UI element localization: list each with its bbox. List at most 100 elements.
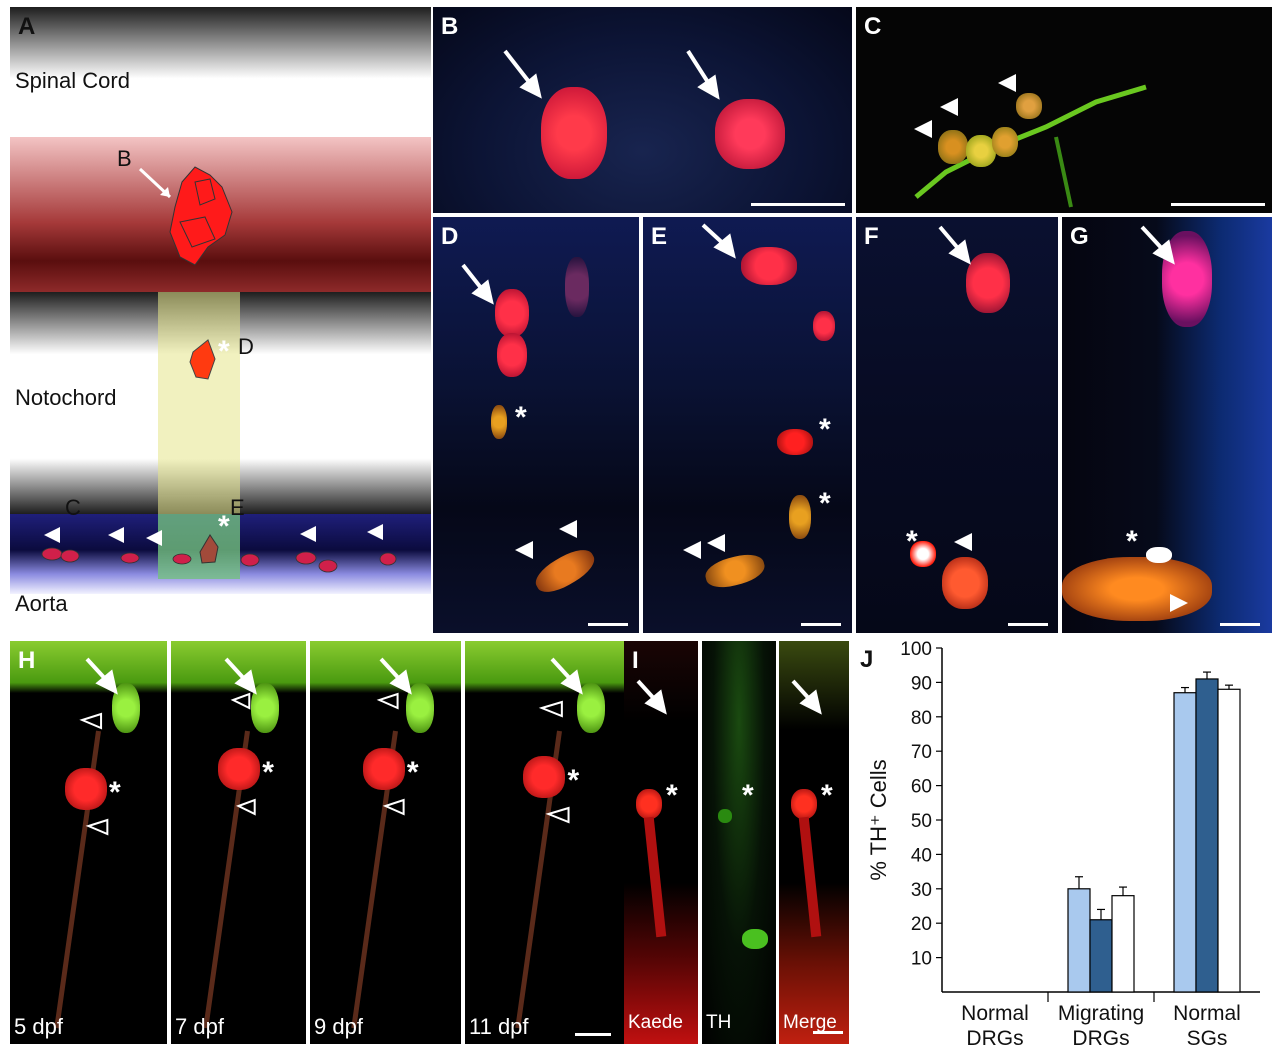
- channel-frame: * TH: [702, 641, 776, 1044]
- markers-layer: [791, 679, 822, 715]
- asterisk-marker: *: [406, 756, 419, 789]
- asterisk-marker: *: [906, 525, 918, 558]
- scale-bar: [801, 623, 841, 626]
- asterisk-marker: *: [819, 413, 831, 446]
- markers-layer: [79, 657, 118, 836]
- panel-d-label: D: [441, 223, 459, 250]
- panel-i-label: I: [632, 647, 639, 674]
- marker-label-b: B: [117, 146, 132, 171]
- channel-label: Merge: [783, 1012, 837, 1033]
- th-signal: [718, 809, 732, 823]
- bar: [1173, 692, 1197, 993]
- panel-c-label: C: [864, 13, 882, 40]
- asterisk-marker: *: [819, 487, 831, 520]
- migrating-cell: [777, 429, 813, 455]
- sympathetic-cell: [1062, 557, 1212, 621]
- markers-layer: [461, 263, 577, 559]
- panel-a-label: A: [18, 13, 36, 40]
- timepoint-label: 11 dpf: [469, 1014, 529, 1039]
- panel-e-micrograph: * * E: [643, 217, 852, 633]
- panel-g-label: G: [1070, 223, 1089, 250]
- y-axis-label: % TH⁺ Cells: [866, 759, 891, 880]
- x-category-label: SGs: [1187, 1027, 1228, 1050]
- scale-bar: [1008, 623, 1048, 626]
- y-tick-label: 70: [911, 742, 932, 763]
- y-tick-label: 10: [911, 949, 932, 970]
- spinal-cord-green: [10, 641, 167, 693]
- migrating-cell-red: [523, 756, 566, 798]
- y-tick-label: 50: [911, 811, 932, 832]
- asterisk-marker: *: [262, 756, 274, 789]
- timepoint-label: 9 dpf: [314, 1014, 363, 1039]
- region-label-notochord: Notochord: [15, 385, 117, 410]
- channel-frame: * Merge: [779, 641, 849, 1044]
- drg-cell: [741, 247, 797, 285]
- asterisk-marker: *: [567, 764, 580, 797]
- scale-bar: [813, 1031, 843, 1034]
- spinal-cord-green: [310, 641, 461, 693]
- y-tick-label: 30: [911, 880, 932, 901]
- x-category-label: Normal: [961, 1002, 1029, 1025]
- y-tick-label: 100: [900, 640, 932, 660]
- drg-cell: [565, 257, 589, 317]
- panel-b-label: B: [441, 13, 459, 40]
- sympathetic-cell: [938, 130, 968, 164]
- migrating-cell-red: [64, 768, 107, 810]
- marker-label-c: C: [65, 495, 81, 520]
- panel-g-micrograph: * G: [1062, 217, 1272, 633]
- markers-layer: [376, 657, 412, 816]
- region-label-aorta: Aorta: [15, 591, 68, 616]
- panel-c-micrograph: C: [856, 7, 1272, 213]
- y-tick-label: 90: [911, 673, 932, 694]
- asterisk-marker: *: [666, 779, 678, 812]
- x-category-label: DRGs: [1072, 1027, 1129, 1050]
- migrating-cell-red: [636, 789, 662, 819]
- y-tick-label: 20: [911, 914, 932, 935]
- arrows-layer: [503, 49, 720, 100]
- y-tick-label: 60: [911, 777, 932, 798]
- migrating-cell-red: [218, 748, 261, 790]
- sympathetic-cell: [942, 557, 988, 609]
- panel-f-micrograph: * F: [856, 217, 1058, 633]
- drg-cell: [497, 333, 527, 377]
- sympathetic-cell: [1016, 93, 1042, 119]
- sympathetic-cell: [966, 135, 996, 167]
- bar: [1217, 688, 1241, 993]
- scale-bar: [588, 623, 628, 626]
- migrating-cell: [491, 405, 507, 439]
- sympathetic-cell: [992, 127, 1018, 157]
- channel-frame: * Kaede I: [624, 641, 698, 1044]
- fiber-layer: [914, 74, 1147, 208]
- markers-layer: [938, 225, 972, 551]
- channel-label: TH: [706, 1012, 732, 1033]
- channel-label: Kaede: [628, 1012, 683, 1033]
- asterisk-marker: *: [108, 776, 121, 809]
- asterisk-marker: *: [218, 510, 230, 543]
- marker-label-d: D: [238, 334, 254, 359]
- panel-b-micrograph: B: [433, 7, 852, 213]
- bar: [1067, 888, 1091, 993]
- schematic-drawing: [10, 7, 431, 633]
- migrating-cell: [910, 541, 936, 567]
- panel-a-schematic: A Spinal Cord Notochord Aorta B D C E * …: [10, 7, 431, 633]
- asterisk-marker: *: [515, 401, 527, 434]
- panel-j-label: J: [860, 646, 874, 673]
- th-signal: [742, 929, 768, 949]
- x-category-label: Migrating: [1058, 1002, 1144, 1025]
- scale-bar: [751, 203, 845, 206]
- markers-layer: [538, 657, 583, 824]
- asterisk-marker: *: [218, 335, 230, 368]
- markers-layer: [636, 679, 667, 715]
- bar: [1195, 678, 1219, 993]
- panel-d-micrograph: * D: [433, 217, 639, 633]
- panel-e-label: E: [651, 223, 668, 250]
- y-tick-label: 40: [911, 845, 932, 866]
- migrating-cell: [1146, 547, 1172, 563]
- y-tick-label: 80: [911, 708, 932, 729]
- scale-bar: [575, 1033, 611, 1036]
- marker-label-e: E: [230, 495, 245, 520]
- panel-f-label: F: [864, 223, 879, 250]
- migrating-cell: [789, 495, 811, 539]
- panel-h-label: H: [18, 647, 36, 674]
- drg-cluster-shape: [169, 166, 233, 266]
